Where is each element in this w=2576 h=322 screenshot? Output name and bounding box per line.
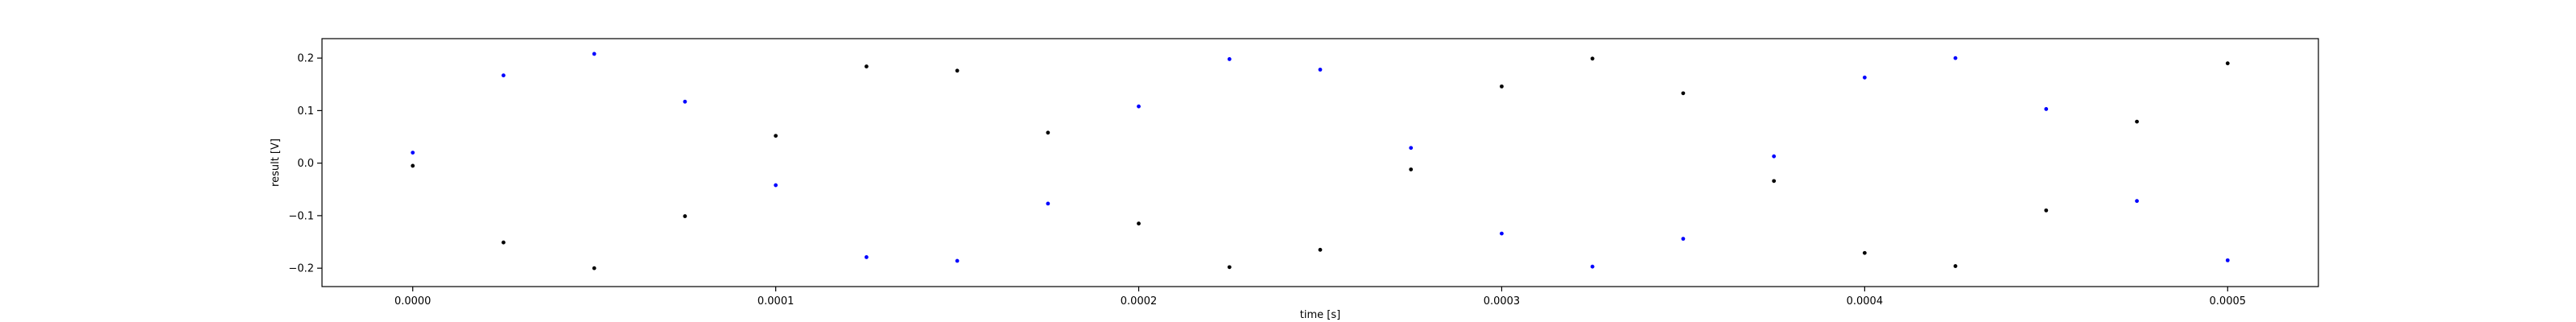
series-layer (411, 52, 2230, 270)
y-tick-label: 0.0 (297, 158, 314, 170)
plot-frame (321, 38, 2319, 287)
y-tick-label: 0.1 (297, 105, 314, 118)
data-point (1772, 179, 1777, 184)
data-point (2135, 119, 2139, 124)
data-point (1862, 250, 1867, 255)
data-point (1318, 247, 1323, 252)
data-point (2044, 107, 2049, 111)
data-point (502, 73, 506, 78)
series-0 (411, 52, 2230, 269)
x-tick-label: 0.0001 (758, 295, 795, 308)
data-point (592, 266, 597, 270)
x-tick-label: 0.0005 (2210, 295, 2247, 308)
y-tick-label: 0.2 (297, 53, 314, 65)
data-point (1590, 56, 1595, 61)
data-point (683, 214, 687, 218)
data-point (1681, 91, 1686, 96)
data-point (2225, 61, 2230, 66)
data-point (1137, 104, 1141, 109)
data-point (1772, 154, 1777, 159)
y-tick-label: −0.2 (288, 263, 314, 275)
data-point (2135, 199, 2139, 204)
data-point (864, 64, 869, 68)
data-point (1227, 265, 1232, 270)
data-point (1953, 56, 1958, 60)
data-point (1862, 75, 1867, 80)
data-point (1500, 84, 1504, 89)
x-axis: 0.0000 0.0001 0.0002 0.0003 0.0004 0.0005 (394, 287, 2246, 308)
data-point (1046, 201, 1051, 206)
data-point (1046, 130, 1051, 135)
x-axis-label: time [s] (1300, 309, 1340, 321)
data-point (411, 151, 415, 155)
data-point (864, 255, 869, 259)
y-axis: −0.2 −0.1 0.0 0.1 0.2 (288, 53, 322, 275)
data-point (1590, 264, 1595, 269)
data-point (1953, 264, 1958, 268)
data-point (955, 68, 960, 73)
x-tick-label: 0.0000 (394, 295, 431, 308)
data-point (1227, 57, 1232, 61)
data-point (955, 258, 960, 263)
x-tick-label: 0.0004 (1847, 295, 1884, 308)
data-point (2044, 208, 2049, 213)
data-point (774, 183, 778, 188)
data-point (2225, 258, 2230, 262)
data-point (1409, 146, 1414, 151)
data-point (1681, 237, 1686, 242)
data-point (502, 240, 506, 245)
x-tick-label: 0.0002 (1121, 295, 1158, 308)
data-point (1137, 221, 1141, 226)
data-point (1500, 231, 1504, 236)
data-point (1318, 68, 1323, 72)
y-axis-label: result [V] (270, 138, 282, 187)
data-point (683, 99, 687, 104)
data-point (1409, 167, 1414, 171)
data-point (592, 52, 597, 56)
series-1 (411, 56, 2230, 270)
y-tick-label: −0.1 (288, 210, 314, 222)
x-tick-label: 0.0003 (1484, 295, 1521, 308)
data-point (774, 134, 778, 138)
data-point (411, 163, 415, 168)
